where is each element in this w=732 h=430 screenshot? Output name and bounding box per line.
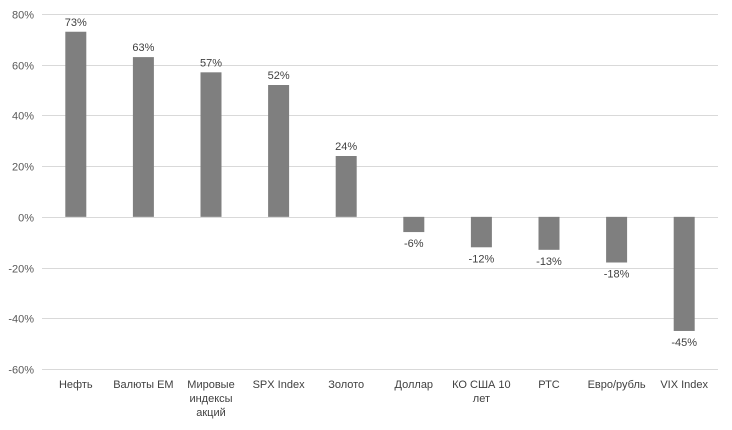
y-tick-label: -60% (8, 365, 34, 377)
data-labels: 73% 63% 57% 52% 24% -6% -12% -13% -18% -45% (65, 17, 697, 349)
bar (606, 216, 628, 263)
data-label: 63% (132, 42, 154, 54)
category-labels: Нефть Валюты EM Мировые индексы акций SPX Ind… (59, 379, 709, 419)
category-label: Нефть (59, 379, 93, 391)
bars (65, 31, 695, 331)
bar (65, 31, 87, 217)
category-label: VIX Index (660, 379, 708, 391)
category-label: КО США 10 лет (452, 379, 511, 405)
data-label: 73% (65, 17, 87, 29)
gridlines (42, 14, 718, 370)
y-tick-label: 0% (18, 213, 34, 225)
y-tick-label: 60% (12, 61, 34, 73)
y-tick-label: 40% (12, 111, 34, 123)
category-label: РТС (538, 379, 560, 391)
bar (132, 57, 154, 217)
y-tick-label: -40% (8, 314, 34, 326)
data-label: 24% (335, 141, 357, 153)
data-label: 52% (268, 70, 290, 82)
bar (673, 216, 695, 331)
y-tick-label: -20% (8, 264, 34, 276)
data-label: -18% (604, 269, 630, 281)
data-label: -12% (469, 253, 495, 265)
category-label: Евро/рубль (588, 379, 646, 391)
bar (538, 216, 560, 250)
data-label: -45% (671, 337, 697, 349)
category-label: Валюты EM (113, 379, 173, 391)
category-label: Мировые индексы акций (187, 379, 234, 419)
bar (268, 85, 290, 217)
y-tick-label: 20% (12, 162, 34, 174)
category-label: Золото (328, 379, 364, 391)
bar (200, 72, 222, 217)
data-label: 57% (200, 57, 222, 69)
y-axis-tick-labels: 80% 60% 40% 20% 0% -20% -40% -60% (8, 10, 34, 377)
bar (335, 156, 357, 217)
data-label: -13% (536, 256, 562, 268)
bar (470, 216, 492, 248)
y-tick-label: 80% (12, 10, 34, 22)
data-label: -6% (404, 238, 424, 250)
category-label: SPX Index (253, 379, 305, 391)
bar (403, 216, 425, 233)
category-label: Доллар (395, 379, 434, 391)
